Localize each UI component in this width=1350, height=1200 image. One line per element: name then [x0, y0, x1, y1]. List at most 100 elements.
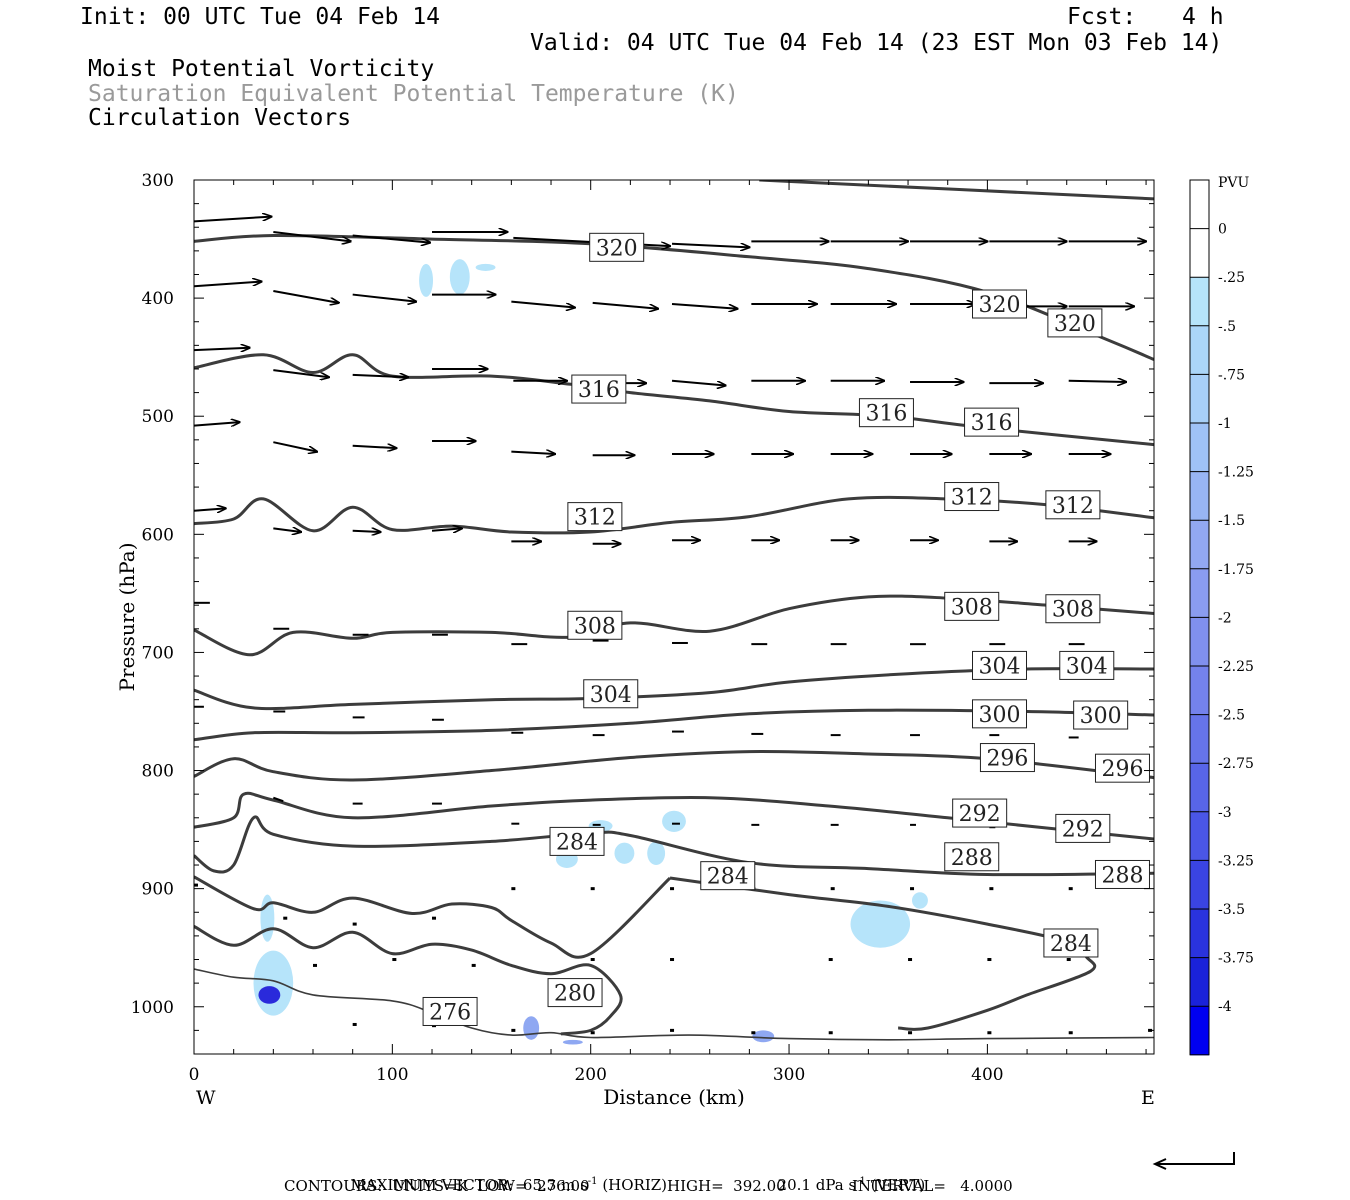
- pv-region: [258, 986, 281, 1004]
- circulation-vector: [273, 230, 350, 241]
- pv-region: [647, 841, 666, 866]
- circulation-vector: [671, 303, 737, 309]
- circulation-vector: [590, 887, 595, 891]
- reference-vector: [1152, 1152, 1235, 1170]
- contour-label-box: [1059, 650, 1115, 680]
- colorbar-cell: [1190, 568, 1209, 618]
- pv-region: [912, 892, 928, 909]
- theta-contour-280: [194, 925, 623, 1036]
- circulation-vector: [352, 375, 409, 377]
- colorbar-cell: [1190, 617, 1209, 667]
- contour-label-box: [972, 289, 1028, 319]
- theta-contour-292: [194, 791, 1154, 841]
- pv-region: [850, 900, 911, 948]
- axes: 300 400 500 600 700 800 900 1000 0 100 200 300 400: [131, 171, 1154, 1085]
- contour-label-box: [1045, 490, 1101, 520]
- contour-label-box: [567, 610, 623, 640]
- pv-region: [253, 950, 294, 1016]
- x-tick-label: 100: [376, 1065, 408, 1085]
- circulation-vector: [987, 1031, 992, 1035]
- colorbar-tick-label: -1.5: [1218, 513, 1245, 529]
- circulation-vector: [830, 887, 835, 891]
- contour-label: 284: [707, 865, 749, 890]
- circulation-vector: [670, 1028, 675, 1032]
- colorbar-cell: [1190, 374, 1209, 424]
- colorbar-tick-label: -.25: [1218, 270, 1245, 286]
- colorbar-tick-label: -1: [1218, 416, 1232, 432]
- contour-label-box: [589, 232, 645, 262]
- contour-label-box: [571, 374, 627, 404]
- contour-label-box: [422, 996, 478, 1026]
- circulation-vector: [1068, 381, 1127, 382]
- circulation-vector: [908, 958, 913, 962]
- colorbar-cell: [1190, 860, 1209, 910]
- circulation-vector: [670, 958, 675, 962]
- contour-labels: 320 320 320 316 316 316 312 312 312 308 308 308 304 3…: [422, 232, 1150, 1026]
- contour-label: 312: [1052, 494, 1094, 519]
- circulation-vector: [910, 887, 915, 891]
- colorbar-tick-label: -3.5: [1218, 902, 1245, 918]
- colorbar-cell: [1190, 228, 1209, 278]
- circulation-vector: [751, 1031, 756, 1035]
- contours-high: HIGH= 392.00: [667, 1177, 786, 1195]
- contour-label: 308: [1052, 598, 1094, 623]
- colorbar-title: PVU: [1218, 175, 1250, 191]
- pv-region: [449, 259, 470, 295]
- contour-label-box: [547, 978, 603, 1008]
- contour-label: 296: [1101, 757, 1143, 782]
- x-tick-label: 200: [574, 1065, 606, 1085]
- contour-label-box: [583, 679, 639, 709]
- contour-label-box: [1094, 859, 1150, 889]
- pv-region: [562, 1039, 583, 1045]
- x-tick-label: 0: [189, 1065, 200, 1085]
- contour-label-box: [1055, 813, 1111, 843]
- contour-label: 304: [590, 683, 632, 708]
- y-tick-label: 600: [142, 525, 174, 545]
- contour-label: 316: [865, 402, 907, 427]
- theta-contour-320: [759, 180, 1154, 201]
- circulation-vector: [511, 300, 574, 308]
- valid-time: Valid: 04 UTC Tue 04 Feb 14 (23 EST Mon …: [530, 30, 1223, 56]
- pv-region: [523, 1016, 540, 1040]
- colorbar-tick-label: -1.25: [1218, 465, 1254, 481]
- contour-label: 312: [951, 486, 993, 511]
- contour-label: 284: [1050, 932, 1092, 957]
- contours-interval: INTERVAL= 4.0000: [852, 1177, 1013, 1195]
- colorbar-tick-label: -.75: [1218, 367, 1245, 383]
- pv-region: [752, 1030, 775, 1043]
- circulation-vector: [352, 531, 381, 532]
- circulation-vector: [194, 282, 261, 288]
- colorbar-cell: [1190, 714, 1209, 764]
- theta-contour-288: [194, 815, 1154, 877]
- y-tick-label: 500: [142, 407, 174, 427]
- circulation-vector: [392, 958, 397, 962]
- contour-label-box: [979, 743, 1035, 773]
- y-tick-label: 900: [142, 880, 174, 900]
- contour-label-box: [1047, 308, 1103, 338]
- contour-label: 288: [1101, 863, 1143, 888]
- contour-label: 284: [556, 830, 598, 855]
- contour-label-box: [700, 861, 756, 891]
- colorbar-cell: [1190, 811, 1209, 861]
- circulation-vector: [592, 301, 658, 309]
- circulation-vector: [283, 916, 288, 920]
- colorbar: PVU 0 -.25 -.5 -.75 -1 -1.25 -1.5 -1.75 -2 -2.25 -2…: [1189, 175, 1254, 1056]
- circulation-vector: [671, 242, 749, 248]
- contour-label-box: [1045, 594, 1101, 624]
- circulation-vector: [511, 452, 555, 454]
- contour-label-box: [1043, 928, 1099, 958]
- contour-label-box: [1094, 753, 1150, 783]
- contour-label: 308: [951, 595, 993, 620]
- contour-label: 320: [596, 236, 638, 261]
- contour-label: 300: [979, 703, 1021, 728]
- colorbar-tick-label: -2.75: [1218, 756, 1254, 772]
- max-vertical-text: 20.1 dPa s-1 (VERT): [777, 1176, 926, 1194]
- colorbar-tick-label: -1.75: [1218, 562, 1254, 578]
- contour-label: 312: [574, 506, 616, 531]
- circulation-vector: [273, 441, 317, 451]
- colorbar-cell: [1190, 423, 1209, 473]
- contour-label-box: [549, 826, 605, 856]
- circulation-vector: [908, 1031, 913, 1035]
- theta-contour-284: [194, 875, 672, 959]
- plot-frame: [193, 179, 1155, 1055]
